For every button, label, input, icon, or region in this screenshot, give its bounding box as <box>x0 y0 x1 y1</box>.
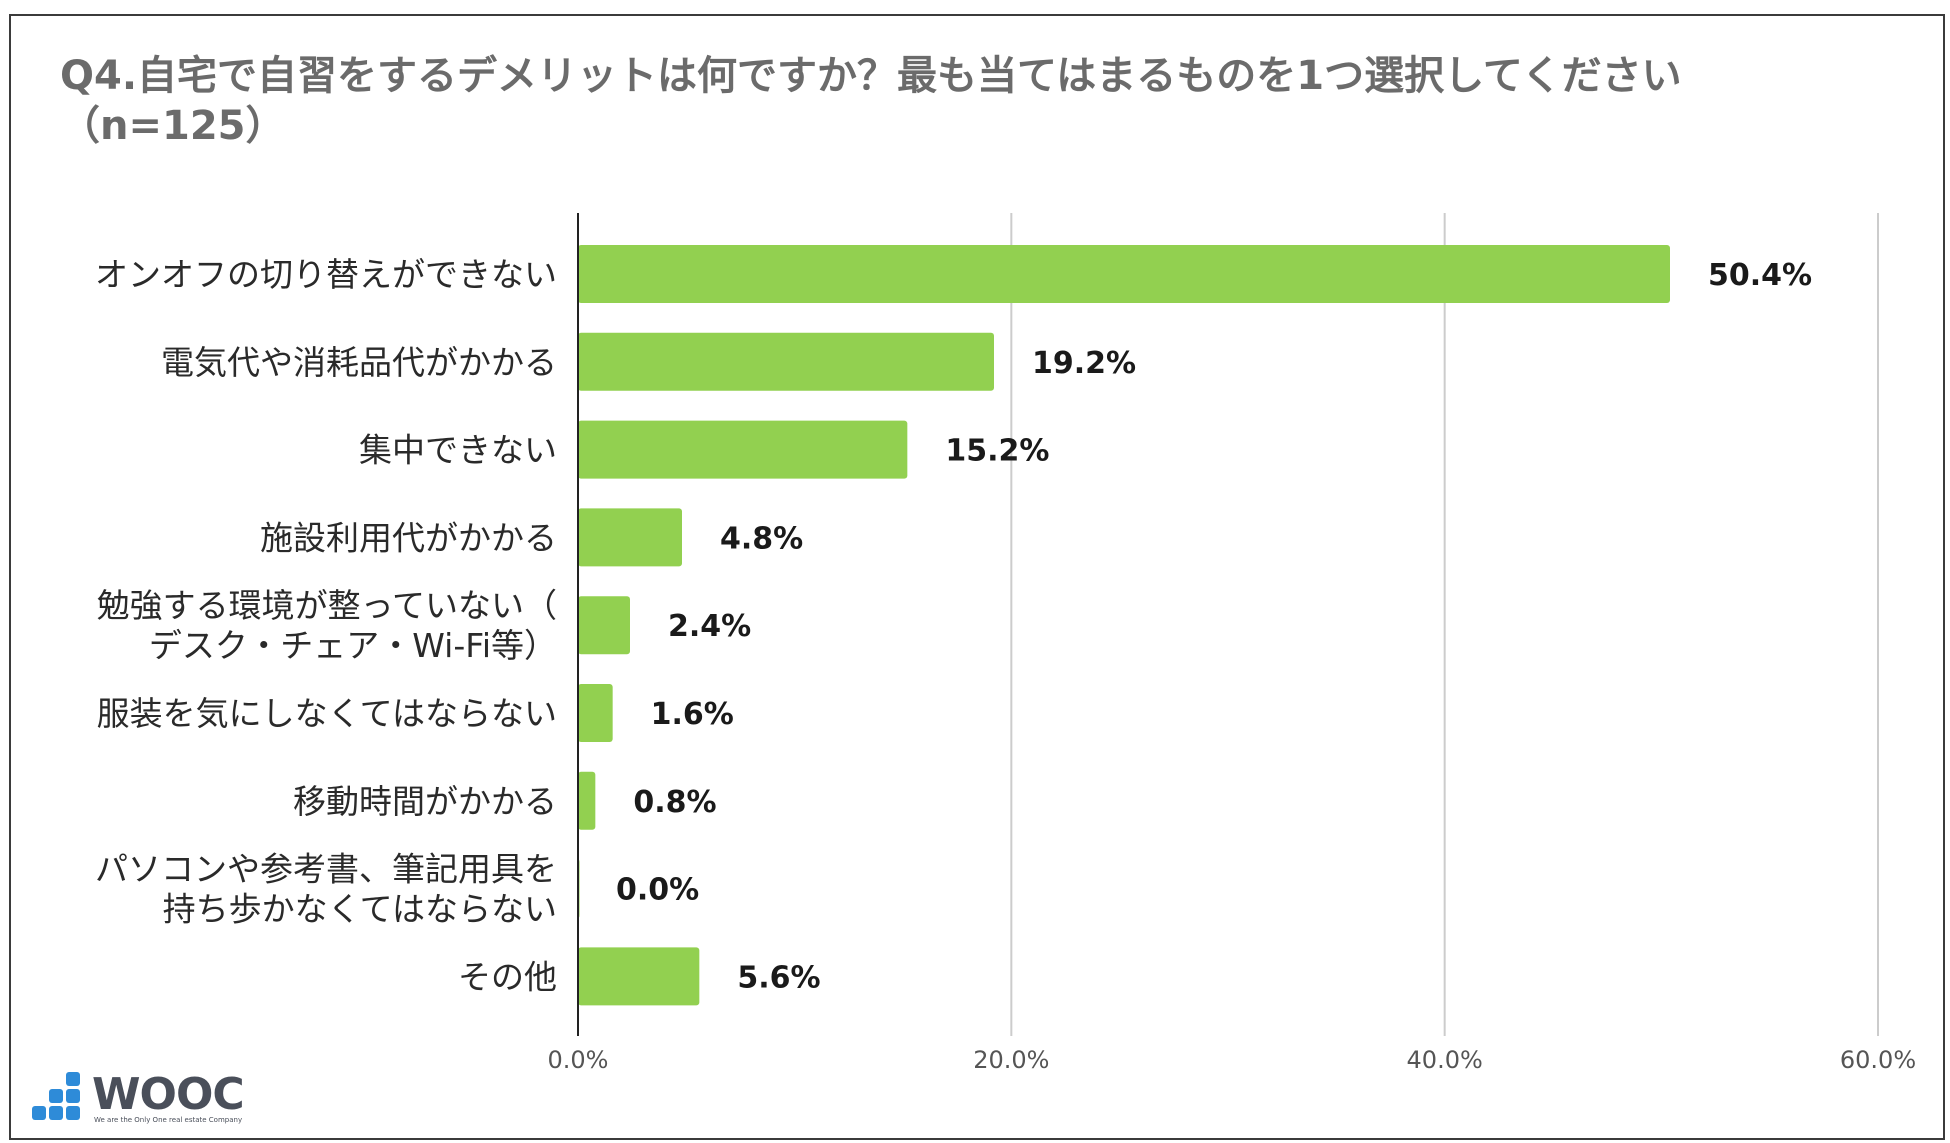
category-label-8-line-0: その他 <box>458 957 557 996</box>
logo-wordmark: WOOC <box>92 1069 245 1120</box>
value-label-1: 19.2% <box>1032 346 1136 381</box>
value-label-4: 2.4% <box>668 609 751 644</box>
logo-tagline: We are the Only One real estate Company <box>94 1116 243 1124</box>
category-label-8: その他 <box>458 957 557 996</box>
category-label-0: オンオフの切り替えができない <box>95 255 557 294</box>
stair-blocks-icon <box>32 1072 80 1120</box>
bar-5 <box>578 684 613 742</box>
category-label-1: 電気代や消耗品代がかかる <box>161 343 557 382</box>
bar-4 <box>578 596 630 655</box>
chart-title: Q4.自宅で自習をするデメリットは何ですか？最も当てはまるものを1つ選択してくだ… <box>60 53 1682 99</box>
category-label-3-line-0: 施設利用代がかかる <box>260 518 557 557</box>
x-tick-label-2: 40.0% <box>1407 1046 1483 1074</box>
value-label-2: 15.2% <box>945 434 1049 469</box>
category-label-7-line-1: 持ち歩かなくてはならない <box>163 890 557 929</box>
wooc-logo: WOOC We are the Only One real estate Com… <box>30 1072 245 1128</box>
category-label-2-line-0: 集中できない <box>359 431 557 470</box>
bar-6 <box>578 771 596 830</box>
x-tick-label-3: 60.0% <box>1840 1046 1916 1074</box>
category-label-5-line-0: 服装を気にしなくてはならない <box>97 694 557 733</box>
category-label-6-line-0: 移動時間がかかる <box>293 782 557 821</box>
category-label-4-line-1: デスク・チェア・Wi-Fi等） <box>149 626 557 665</box>
x-tick-label-0: 0.0% <box>548 1046 609 1074</box>
chart-frame <box>9 14 1945 1140</box>
category-label-6: 移動時間がかかる <box>293 782 557 821</box>
category-label-0-line-0: オンオフの切り替えができない <box>95 255 557 294</box>
category-label-4: 勉強する環境が整っていない（デスク・チェア・Wi-Fi等） <box>97 586 557 665</box>
x-tick-label-1: 20.0% <box>973 1046 1049 1074</box>
value-label-3: 4.8% <box>720 521 803 556</box>
category-label-5: 服装を気にしなくてはならない <box>97 694 557 733</box>
bar-3 <box>578 508 682 567</box>
value-label-7: 0.0% <box>616 873 699 908</box>
category-label-2: 集中できない <box>359 431 557 470</box>
value-label-5: 1.6% <box>651 697 734 732</box>
category-label-3: 施設利用代がかかる <box>260 518 557 557</box>
category-label-7-line-0: パソコンや参考書、筆記用具を <box>95 850 557 889</box>
bar-1 <box>578 332 994 391</box>
bar-0 <box>578 245 1670 303</box>
value-label-0: 50.4% <box>1708 258 1812 293</box>
category-label-4-line-0: 勉強する環境が整っていない（ <box>97 586 557 625</box>
category-label-1-line-0: 電気代や消耗品代がかかる <box>161 343 557 382</box>
bar-2 <box>578 420 908 479</box>
category-label-7: パソコンや参考書、筆記用具を持ち歩かなくてはならない <box>95 850 557 929</box>
value-label-6: 0.8% <box>633 785 716 820</box>
bar-8 <box>578 947 700 1006</box>
chart-subtitle: （n=125） <box>60 103 286 149</box>
value-label-8: 5.6% <box>737 960 820 995</box>
